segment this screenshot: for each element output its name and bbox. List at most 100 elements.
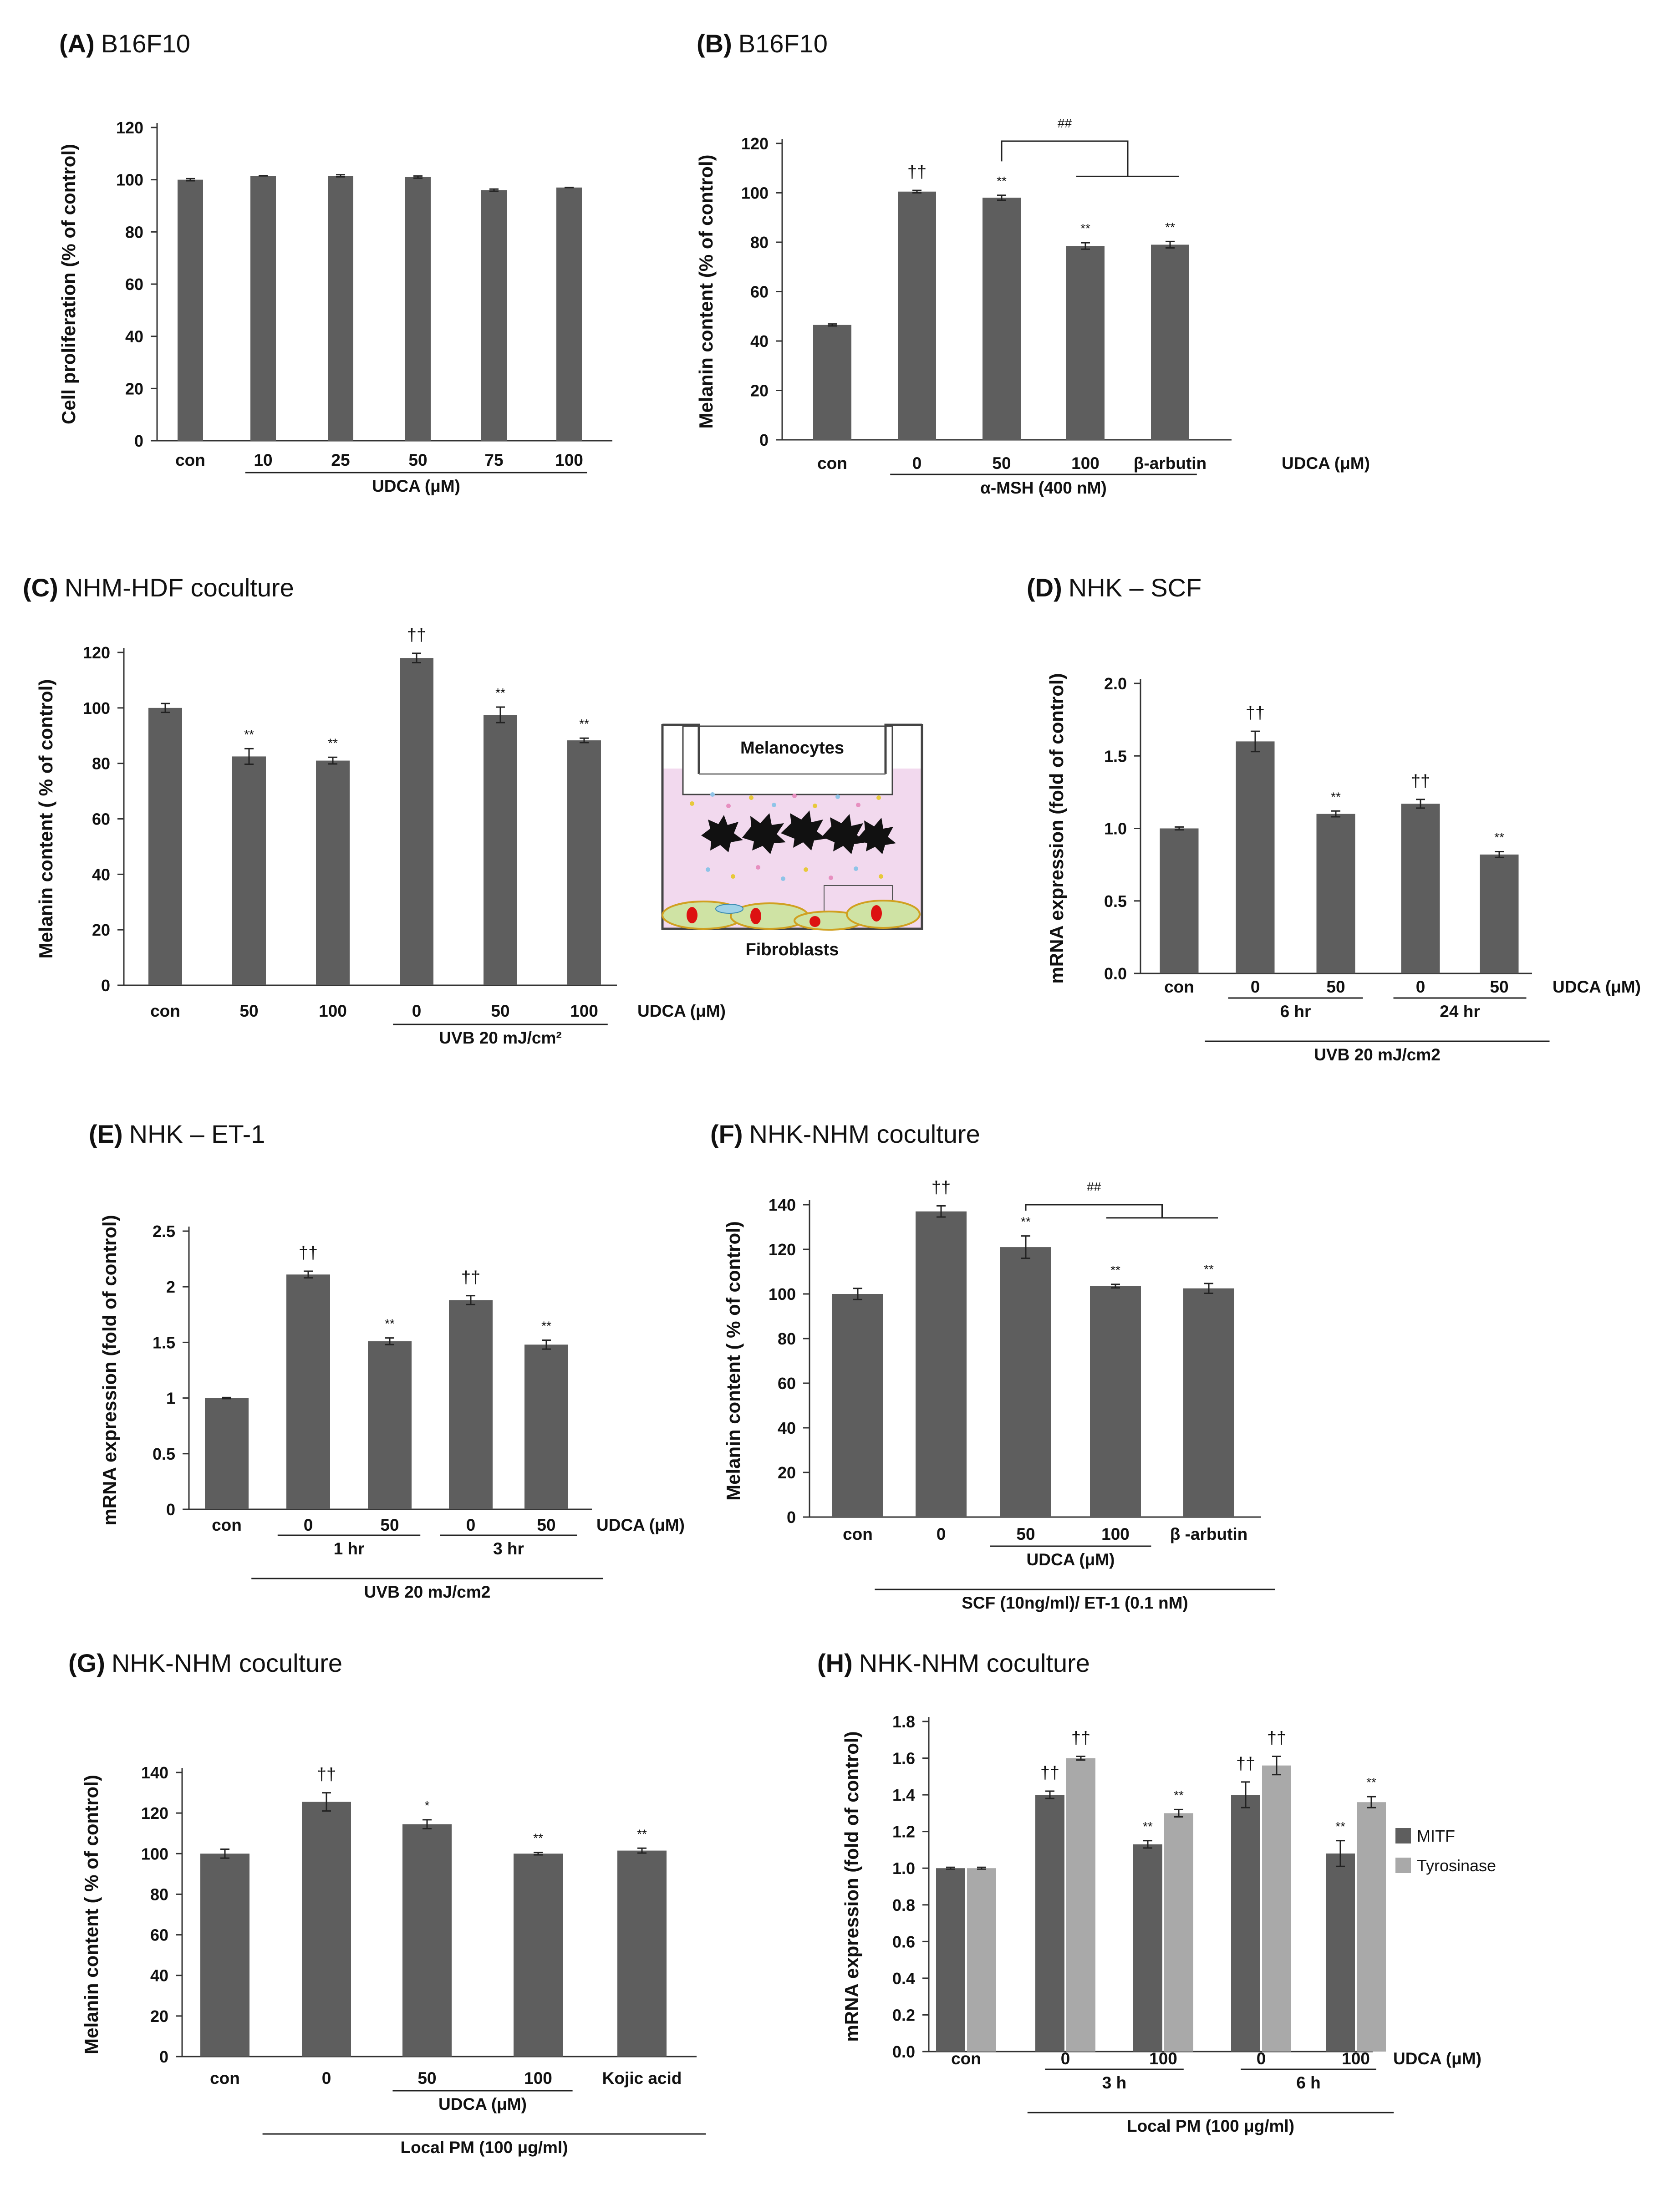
group-label: UVB 20 mJ/cm2 — [1314, 1045, 1441, 1064]
x-tick-label: 50 — [380, 1516, 399, 1534]
panel-c-name: NHM-HDF coculture — [65, 573, 294, 602]
x-tick-label: 75 — [484, 451, 503, 469]
group-label: 3 hr — [493, 1539, 524, 1558]
bar-melanin-content — [567, 740, 601, 985]
bar-melanin-content — [832, 1294, 883, 1517]
x-tick-label: con — [150, 1002, 180, 1020]
panel-h-title: (H) NHK-NHM coculture — [817, 1649, 1090, 1677]
factor-dot — [813, 804, 817, 808]
panel-e-name: NHK – ET-1 — [129, 1120, 265, 1148]
group-label: 6 h — [1296, 2073, 1320, 2092]
y-tick-label: 40 — [92, 865, 110, 884]
x-tick-label: 100 — [1342, 2049, 1370, 2068]
bar-melanin-content — [148, 708, 182, 985]
bar-melanin-content — [1090, 1286, 1141, 1517]
group-label: UVB 20 mJ/cm² — [439, 1029, 561, 1047]
y-axis-title: mRNA expression (fold of control) — [1046, 673, 1067, 983]
y-axis-title: mRNA expression (fold of control) — [99, 1215, 120, 1525]
significance-label: ** — [1174, 1788, 1184, 1802]
y-tick-label: 2.0 — [1104, 674, 1127, 693]
group-label: 24 hr — [1440, 1002, 1480, 1021]
factor-dot — [854, 866, 858, 871]
significance-label: ** — [579, 717, 589, 731]
bar-cell-proliferation — [481, 190, 507, 441]
panel-f-title: (F) NHK-NHM coculture — [710, 1120, 980, 1148]
y-tick-label: 100 — [116, 171, 143, 189]
legend-swatch — [1395, 1858, 1411, 1873]
x-tick-label: 0 — [1257, 2049, 1266, 2068]
x-tick-label: 0 — [1416, 978, 1425, 996]
axis-note: UDCA (μM) — [637, 1002, 726, 1020]
chart-h: 0.0 0.2 0.4 0.6 0.8 1.0 1.2 1.4 1.6 1.8 mRNA expre… — [841, 1712, 1496, 2135]
bar-melanin-content — [1183, 1288, 1234, 1517]
dagger-label: †† — [932, 1178, 951, 1197]
bar-et-1-mrna — [368, 1341, 412, 1509]
coculture-schematic: Melanocytes Fibroblasts — [661, 723, 923, 959]
significance-label: ** — [637, 1827, 647, 1841]
x-tick-label: 100 — [1101, 1525, 1130, 1543]
significance-label: ** — [1335, 1819, 1345, 1833]
bar-melanin-content — [617, 1850, 667, 2057]
factor-dot — [756, 865, 760, 870]
significance-label: ** — [1331, 789, 1341, 804]
schematic-melanocytes-label: Melanocytes — [740, 738, 844, 758]
y-axis-title: Melanin content ( % of control) — [723, 1221, 744, 1501]
chart-a: 0 20 40 60 80 100 120 Cell proliferation (% of … — [58, 118, 612, 495]
x-tick-label: Kojic acid — [602, 2069, 682, 2088]
x-tick-label: con — [175, 451, 205, 469]
x-tick-label: 100 — [570, 1002, 598, 1020]
y-axis-title: Melanin content ( % of control) — [81, 1775, 102, 2054]
bar-scf-mrna — [1236, 741, 1275, 973]
x-tick-label: con — [817, 454, 847, 473]
y-axis-title: Melanin content (% of control) — [695, 155, 717, 429]
group-label: Local PM (100 μg/ml) — [1127, 2117, 1294, 2135]
panel-d-letter: (D) — [1027, 573, 1062, 602]
panel-b-name: B16F10 — [738, 29, 828, 58]
y-tick-label: 1 — [166, 1389, 175, 1408]
svg-text:(G)NHK-NHM coculture: (G) NHK-NHM coculture — [68, 1649, 342, 1677]
melanocyte-cell — [701, 815, 743, 852]
legend-swatch — [1395, 1828, 1411, 1843]
group-label: 6 hr — [1280, 1002, 1311, 1021]
schematic-outer-wall — [661, 724, 923, 930]
schematic-fibroblasts-label: Fibroblasts — [746, 940, 839, 959]
fibroblast-cell — [715, 904, 743, 914]
dagger-label: †† — [1236, 1754, 1255, 1773]
x-tick-label: con — [843, 1525, 873, 1543]
group-label: 1 hr — [334, 1539, 365, 1558]
y-tick-label: 0 — [101, 976, 110, 995]
bar-scf-mrna — [1480, 854, 1519, 973]
panel-f-letter: (F) — [710, 1120, 743, 1148]
panel-a-name: B16F10 — [101, 29, 190, 58]
factor-dot — [876, 795, 881, 800]
x-tick-label: 0 — [1061, 2049, 1070, 2068]
x-tick-label: 0 — [1251, 978, 1260, 996]
dagger-label: †† — [299, 1243, 318, 1263]
dagger-label: †† — [317, 1765, 336, 1784]
dagger-label: †† — [407, 626, 426, 645]
panel-g-letter: (G) — [68, 1649, 105, 1677]
x-tick-label: 50 — [417, 2069, 436, 2088]
y-tick-label: 40 — [778, 1419, 796, 1437]
x-tick-label: 10 — [254, 451, 272, 469]
x-tick-label: β-arbutin — [1134, 454, 1207, 473]
comparison-label: ## — [1058, 116, 1072, 130]
bar-et-1-mrna — [449, 1300, 493, 1509]
y-tick-label: 0.0 — [1104, 964, 1127, 983]
factor-dot — [829, 876, 833, 880]
y-tick-label: 2 — [166, 1278, 175, 1296]
bar-melanin-content — [200, 1854, 249, 2057]
bar-scf-mrna — [1401, 804, 1440, 973]
panel-g-name: NHK-NHM coculture — [112, 1649, 342, 1677]
significance-label: ** — [1021, 1215, 1031, 1229]
y-tick-label: 1.4 — [892, 1786, 915, 1804]
y-tick-label: 20 — [778, 1463, 796, 1482]
x-tick-label: 50 — [408, 451, 427, 469]
significance-label: ** — [533, 1831, 543, 1845]
panel-b-title: (B) B16F10 — [697, 29, 828, 58]
y-tick-label: 1.8 — [892, 1712, 915, 1731]
y-tick-label: 80 — [92, 754, 110, 773]
x-tick-label: 50 — [239, 1002, 258, 1020]
y-tick-label: 80 — [125, 223, 143, 241]
y-tick-label: 0.6 — [892, 1932, 915, 1951]
